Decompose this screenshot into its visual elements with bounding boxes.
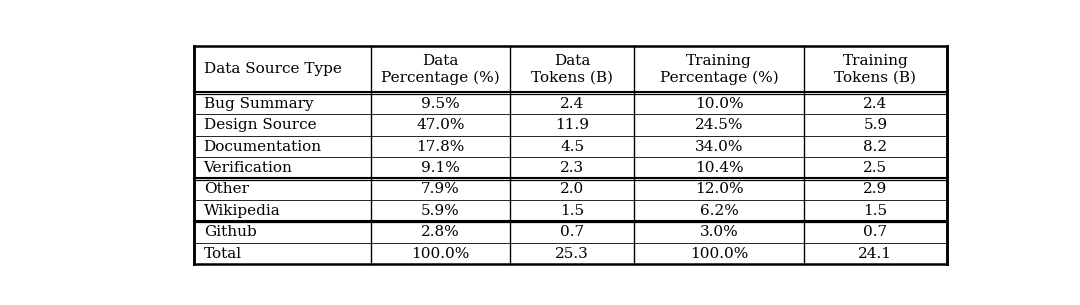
Text: Data
Percentage (%): Data Percentage (%) — [381, 54, 500, 85]
Text: Data
Tokens (B): Data Tokens (B) — [531, 54, 613, 85]
Text: Training
Percentage (%): Training Percentage (%) — [660, 54, 779, 85]
Text: 5.9%: 5.9% — [421, 204, 460, 218]
Text: 100.0%: 100.0% — [411, 247, 470, 261]
Text: 2.0: 2.0 — [561, 182, 584, 196]
Text: Training
Tokens (B): Training Tokens (B) — [835, 54, 916, 85]
Text: 17.8%: 17.8% — [416, 139, 464, 153]
Text: 9.5%: 9.5% — [421, 97, 460, 111]
Text: 10.0%: 10.0% — [694, 97, 743, 111]
Text: 11.9: 11.9 — [555, 118, 589, 132]
Text: 24.5%: 24.5% — [694, 118, 743, 132]
Text: 47.0%: 47.0% — [416, 118, 464, 132]
Text: 34.0%: 34.0% — [694, 139, 743, 153]
Text: 2.5: 2.5 — [863, 161, 888, 175]
Text: Documentation: Documentation — [204, 139, 322, 153]
Text: Total: Total — [204, 247, 242, 261]
Text: 100.0%: 100.0% — [690, 247, 748, 261]
Text: 0.7: 0.7 — [863, 225, 888, 239]
Text: 12.0%: 12.0% — [694, 182, 743, 196]
Text: 2.4: 2.4 — [561, 97, 584, 111]
Text: 5.9: 5.9 — [863, 118, 888, 132]
Text: 2.3: 2.3 — [561, 161, 584, 175]
Text: Github: Github — [204, 225, 256, 239]
Text: 2.4: 2.4 — [863, 97, 888, 111]
Text: 6.2%: 6.2% — [700, 204, 739, 218]
Text: 8.2: 8.2 — [863, 139, 888, 153]
Text: 2.9: 2.9 — [863, 182, 888, 196]
Text: Design Source: Design Source — [204, 118, 316, 132]
Text: 24.1: 24.1 — [859, 247, 892, 261]
Text: 25.3: 25.3 — [555, 247, 589, 261]
Text: 1.5: 1.5 — [863, 204, 888, 218]
Text: 4.5: 4.5 — [561, 139, 584, 153]
Text: Verification: Verification — [204, 161, 293, 175]
Text: 9.1%: 9.1% — [421, 161, 460, 175]
Text: 1.5: 1.5 — [561, 204, 584, 218]
Text: 3.0%: 3.0% — [700, 225, 739, 239]
Bar — [193, 46, 947, 264]
Text: Data Source Type: Data Source Type — [204, 63, 341, 77]
Text: 7.9%: 7.9% — [421, 182, 460, 196]
Text: Bug Summary: Bug Summary — [204, 97, 313, 111]
Text: Other: Other — [204, 182, 248, 196]
Text: 10.4%: 10.4% — [694, 161, 743, 175]
Text: 2.8%: 2.8% — [421, 225, 460, 239]
Text: Wikipedia: Wikipedia — [204, 204, 281, 218]
Text: 0.7: 0.7 — [561, 225, 584, 239]
